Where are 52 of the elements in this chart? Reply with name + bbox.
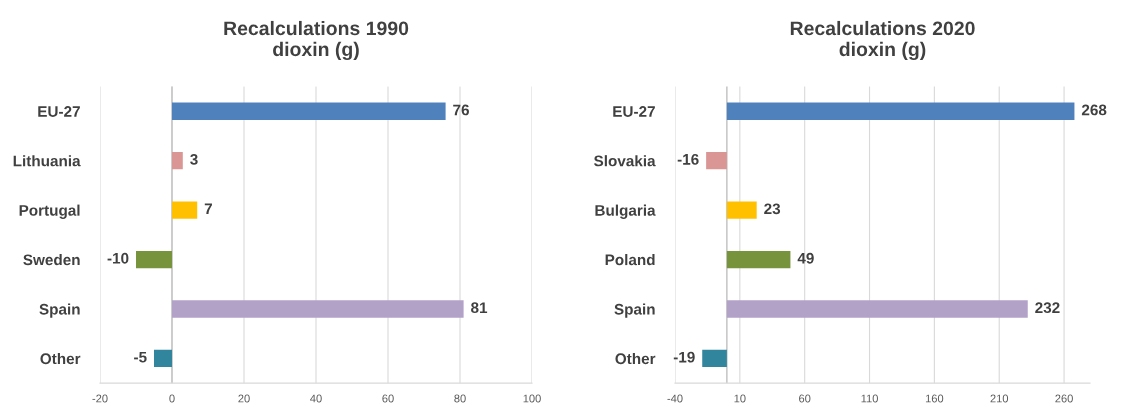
- x-tick-label: 0: [169, 394, 175, 403]
- bar: [726, 250, 791, 269]
- bar: [726, 300, 1028, 318]
- chart-title: Recalculations 1990 dioxin (g): [224, 20, 409, 61]
- data-label: 76: [453, 104, 469, 116]
- y-tick-label: Other: [615, 352, 656, 365]
- x-tick-label: -20: [92, 394, 108, 403]
- data-label: 81: [471, 302, 488, 314]
- x-tick-label: -40: [667, 394, 683, 403]
- bar: [726, 201, 757, 219]
- data-label: -10: [107, 252, 129, 264]
- y-tick-label: Slovakia: [594, 155, 656, 167]
- data-label: 7: [204, 203, 212, 215]
- data-label: -5: [134, 351, 147, 363]
- x-tick-label: 10: [734, 394, 746, 403]
- y-tick-label: Sweden: [23, 254, 80, 266]
- x-tick-label: 160: [925, 394, 944, 403]
- x-tick-label: 60: [799, 394, 811, 403]
- data-label: 232: [1035, 302, 1060, 314]
- x-tick-label: 60: [382, 394, 394, 403]
- data-label: 23: [764, 203, 781, 215]
- bar: [702, 349, 727, 368]
- data-label: 3: [190, 153, 198, 165]
- bar: [154, 349, 172, 368]
- x-tick-label: 210: [990, 394, 1009, 403]
- x-tick-label: 20: [238, 394, 250, 403]
- x-tick-label: 80: [454, 394, 466, 403]
- y-tick-label: Spain: [614, 303, 655, 318]
- x-tick-label: 100: [523, 394, 541, 403]
- y-tick-label: Bulgaria: [595, 204, 656, 219]
- x-tick-label: 40: [310, 394, 322, 403]
- data-label: -16: [677, 153, 699, 165]
- y-tick-label: EU-27: [613, 106, 655, 117]
- x-tick-label: 110: [861, 394, 878, 403]
- data-label: 49: [797, 252, 814, 264]
- bar: [172, 102, 446, 120]
- data-label: -19: [673, 351, 695, 363]
- data-label: 268: [1081, 104, 1107, 116]
- bar: [172, 201, 198, 219]
- y-tick-label: Spain: [39, 303, 80, 318]
- y-tick-label: Poland: [605, 254, 655, 266]
- y-tick-label: Portugal: [19, 204, 80, 219]
- x-tick-label: 260: [1055, 394, 1073, 403]
- bar: [136, 250, 172, 269]
- chart-title: Recalculations 2020 dioxin (g): [790, 20, 975, 61]
- bar: [726, 102, 1075, 120]
- bar: [172, 300, 464, 318]
- bar: [706, 152, 727, 170]
- y-tick-label: Other: [40, 352, 81, 365]
- y-tick-label: Lithuania: [13, 155, 81, 167]
- y-tick-label: EU-27: [38, 106, 80, 117]
- bar: [172, 152, 183, 170]
